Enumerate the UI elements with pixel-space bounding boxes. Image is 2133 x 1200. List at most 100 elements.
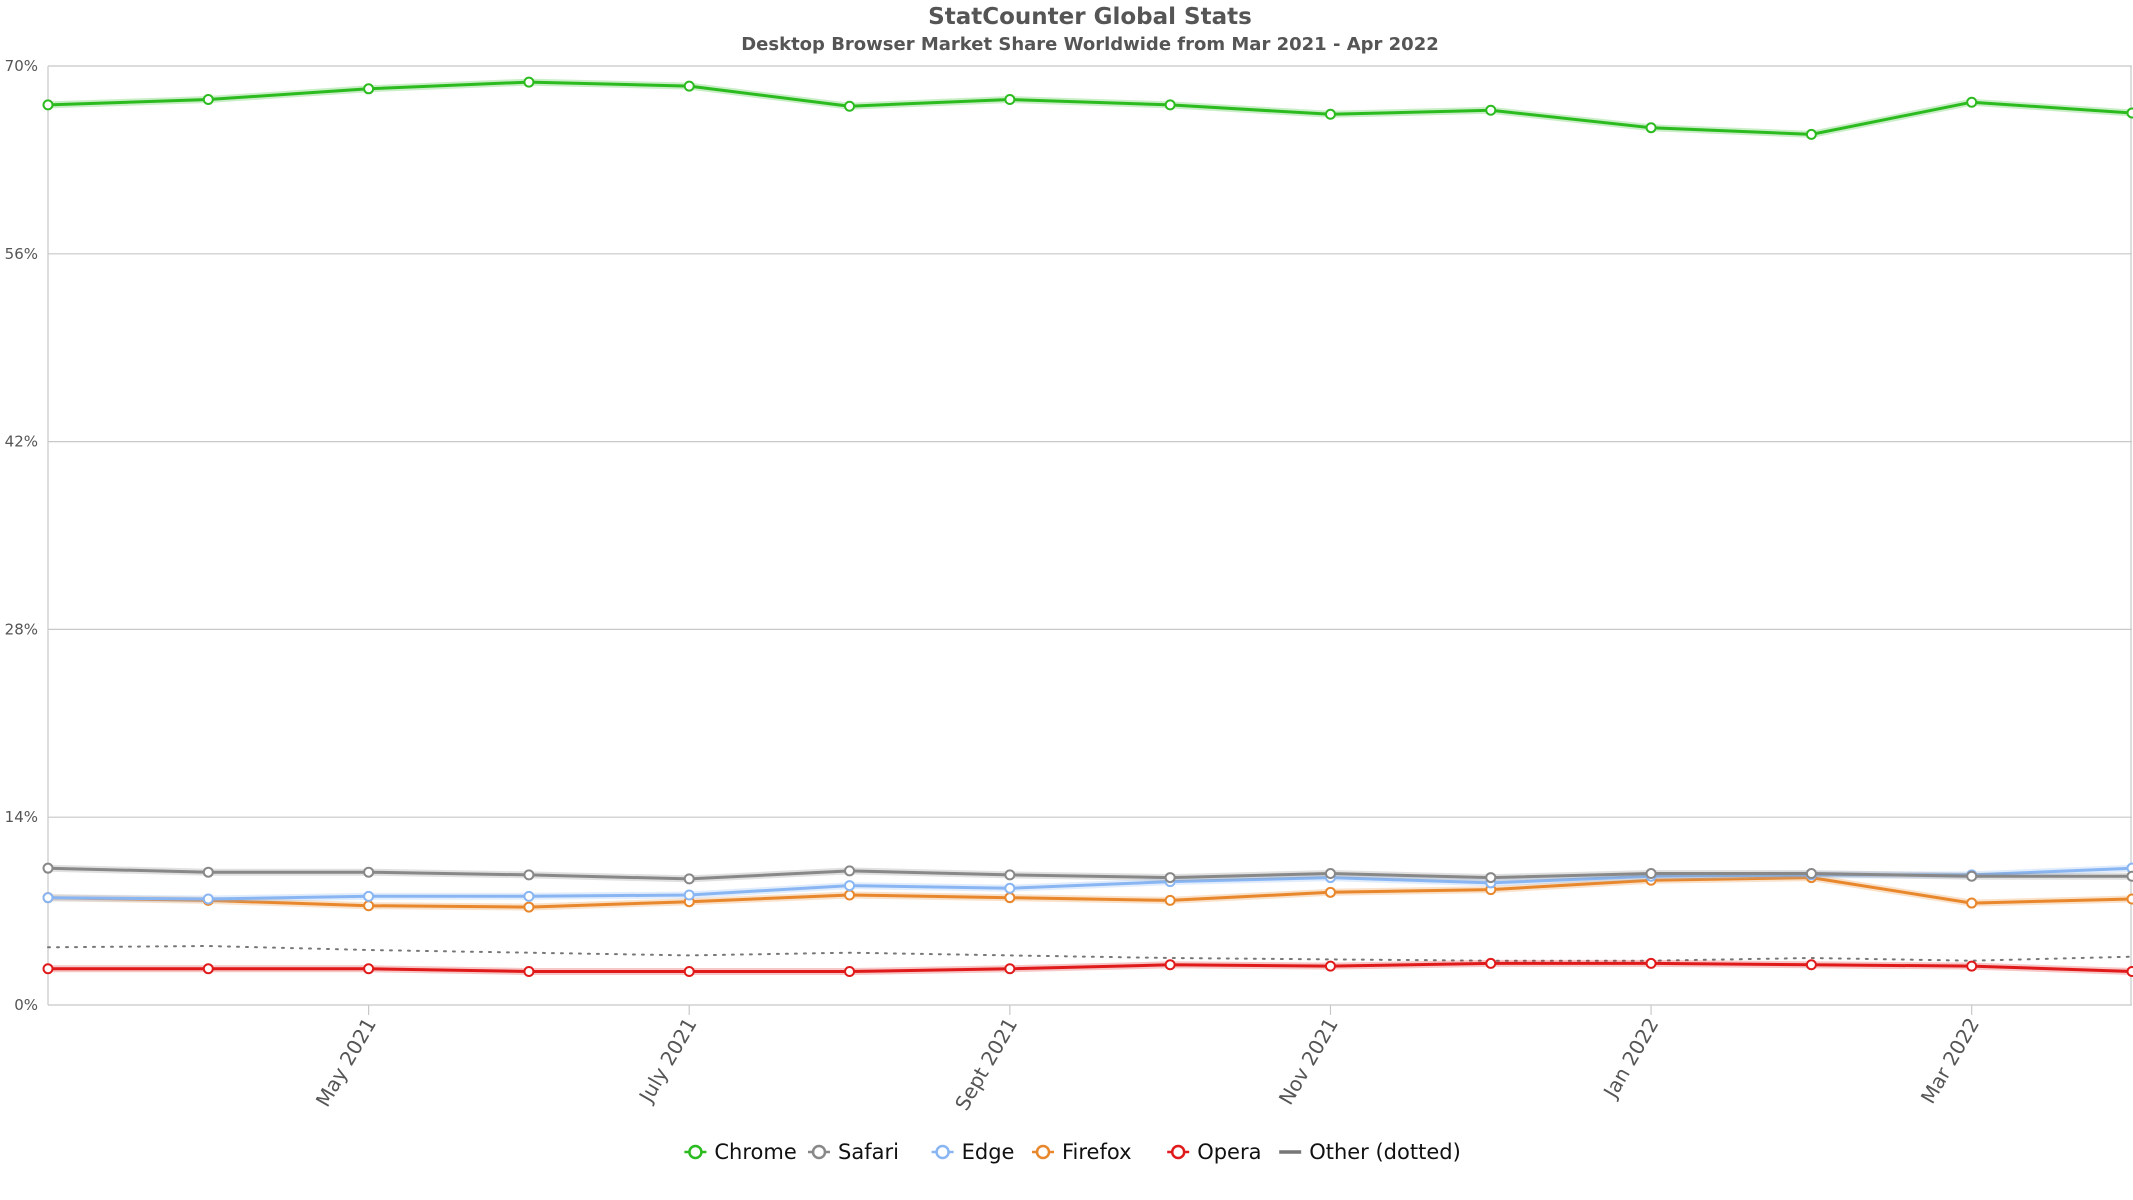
data-point[interactable] [683, 873, 695, 885]
data-point[interactable] [683, 965, 695, 977]
data-point[interactable] [42, 99, 54, 111]
data-point[interactable] [202, 893, 214, 905]
data-point[interactable] [1966, 960, 1978, 972]
series-line [48, 961, 2133, 973]
data-point[interactable] [1004, 94, 1016, 106]
series-lines [42, 76, 2133, 977]
data-point[interactable] [1004, 892, 1016, 904]
data-point[interactable] [2126, 870, 2133, 882]
data-point[interactable] [363, 866, 375, 878]
data-point[interactable] [2126, 107, 2133, 119]
data-point[interactable] [1164, 99, 1176, 111]
y-tick-label: 56% [5, 245, 38, 263]
data-point[interactable] [1485, 872, 1497, 884]
legend-item-opera[interactable]: Opera [1167, 1140, 1261, 1164]
legend-label: Chrome [714, 1140, 796, 1164]
data-point[interactable] [1805, 959, 1817, 971]
legend-marker [1170, 1144, 1186, 1160]
data-point[interactable] [1164, 959, 1176, 971]
legend-item-safari[interactable]: Safari [808, 1140, 899, 1164]
x-axis-ticks: May 2021 July 2021 Sept 2021 Nov 2021 Jan 20… [311, 1005, 1984, 1115]
data-point[interactable] [523, 869, 535, 881]
data-point[interactable] [1966, 897, 1978, 909]
data-point[interactable] [363, 890, 375, 902]
y-tick-label: 70% [5, 57, 38, 75]
data-point[interactable] [1645, 957, 1657, 969]
series-line [47, 80, 2133, 136]
legend-item-firefox[interactable]: Firefox [1032, 1140, 1132, 1164]
data-point[interactable] [1324, 886, 1336, 898]
data-point[interactable] [1164, 894, 1176, 906]
data-point[interactable] [202, 963, 214, 975]
series-safari [42, 862, 2133, 885]
series-line [47, 866, 2133, 901]
data-point[interactable] [1004, 882, 1016, 894]
data-point[interactable] [1004, 963, 1016, 975]
series-line [47, 866, 2132, 881]
data-point[interactable] [523, 890, 535, 902]
data-point[interactable] [42, 892, 54, 904]
series-line [47, 876, 2133, 909]
data-point[interactable] [1324, 868, 1336, 880]
data-point[interactable] [363, 83, 375, 95]
legend-label: Safari [838, 1140, 899, 1164]
y-axis-ticks: 0% 14% 28% 42% 56% 70% [5, 57, 38, 1014]
data-point[interactable] [1004, 869, 1016, 881]
data-point[interactable] [1485, 957, 1497, 969]
x-tick-label: May 2021 [311, 1014, 381, 1111]
legend-item-edge[interactable]: Edge [931, 1140, 1015, 1164]
legend-item-chrome[interactable]: Chrome [684, 1140, 797, 1164]
legend[interactable]: Chrome Safari Edge Firefox Opera Other (dotte… [684, 1140, 1461, 1164]
legend-marker [811, 1144, 827, 1160]
data-point[interactable] [1805, 868, 1817, 880]
legend-label: Opera [1197, 1140, 1261, 1164]
chart-subtitle: Desktop Browser Market Share Worldwide f… [741, 34, 1439, 55]
series-chrome [42, 76, 2133, 140]
y-tick-label: 0% [14, 996, 38, 1014]
data-point[interactable] [1966, 870, 1978, 882]
data-point[interactable] [363, 900, 375, 912]
data-point[interactable] [844, 965, 856, 977]
legend-label: Edge [962, 1140, 1015, 1164]
series-opera [42, 957, 2133, 977]
chart-title: StatCounter Global Stats [928, 4, 1252, 30]
data-point[interactable] [1645, 868, 1657, 880]
data-point[interactable] [523, 965, 535, 977]
data-point[interactable] [2126, 893, 2133, 905]
legend-marker [935, 1144, 950, 1160]
data-point[interactable] [2126, 965, 2133, 977]
legend-marker [688, 1144, 703, 1160]
data-point[interactable] [523, 76, 535, 88]
series-line [47, 944, 2133, 962]
data-point[interactable] [202, 866, 214, 878]
x-tick-label: July 2021 [633, 1014, 701, 1108]
x-tick-label: Mar 2022 [1916, 1014, 1984, 1108]
x-tick-label: Jan 2022 [1598, 1014, 1664, 1104]
data-point[interactable] [202, 94, 214, 106]
data-point[interactable] [1485, 104, 1497, 116]
x-tick-label: Nov 2021 [1274, 1014, 1343, 1109]
data-point[interactable] [1645, 122, 1657, 134]
legend-marker [1035, 1144, 1051, 1160]
data-point[interactable] [844, 880, 856, 892]
data-point[interactable] [363, 963, 375, 975]
x-tick-label: Sept 2021 [950, 1014, 1022, 1115]
data-point[interactable] [42, 862, 54, 874]
data-point[interactable] [523, 901, 535, 913]
legend-label: Firefox [1062, 1140, 1132, 1164]
data-point[interactable] [1966, 96, 1978, 108]
data-point[interactable] [844, 100, 856, 112]
data-point[interactable] [1324, 108, 1336, 120]
data-point[interactable] [42, 963, 54, 975]
data-point[interactable] [683, 80, 695, 92]
data-point[interactable] [1164, 872, 1176, 884]
grid-lines [47, 65, 2132, 1006]
data-point[interactable] [844, 865, 856, 877]
legend-item-other-dotted[interactable]: Other (dotted) [1279, 1140, 1461, 1164]
data-point[interactable] [683, 889, 695, 901]
data-point[interactable] [1805, 128, 1817, 140]
data-point[interactable] [844, 889, 856, 901]
data-point[interactable] [1324, 960, 1336, 972]
legend-label: Other (dotted) [1309, 1140, 1461, 1164]
